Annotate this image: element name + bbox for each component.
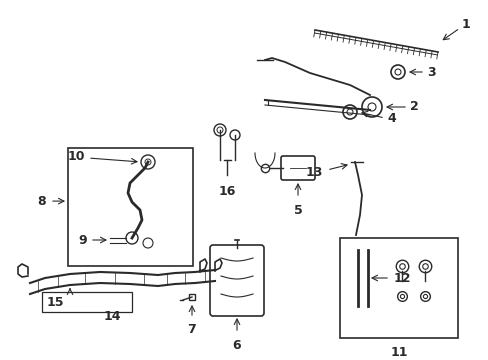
Text: 10: 10 — [67, 150, 85, 163]
Text: 1: 1 — [461, 18, 470, 31]
Text: 7: 7 — [187, 323, 196, 336]
Bar — [42, 292, 132, 312]
Text: 3: 3 — [426, 66, 435, 78]
FancyBboxPatch shape — [209, 245, 264, 316]
Text: 2: 2 — [409, 100, 418, 113]
Bar — [68, 148, 193, 266]
Text: 14: 14 — [103, 310, 121, 323]
Text: 5: 5 — [293, 204, 302, 217]
Bar — [339, 238, 457, 338]
Text: 11: 11 — [389, 346, 407, 359]
Text: 12: 12 — [393, 271, 411, 284]
Text: 6: 6 — [232, 339, 241, 352]
Text: 4: 4 — [386, 112, 395, 125]
Text: 9: 9 — [78, 234, 87, 247]
FancyBboxPatch shape — [281, 156, 314, 180]
Text: 13: 13 — [305, 166, 323, 179]
Text: 16: 16 — [218, 185, 235, 198]
Text: 8: 8 — [37, 195, 46, 208]
Text: 15: 15 — [46, 296, 63, 309]
